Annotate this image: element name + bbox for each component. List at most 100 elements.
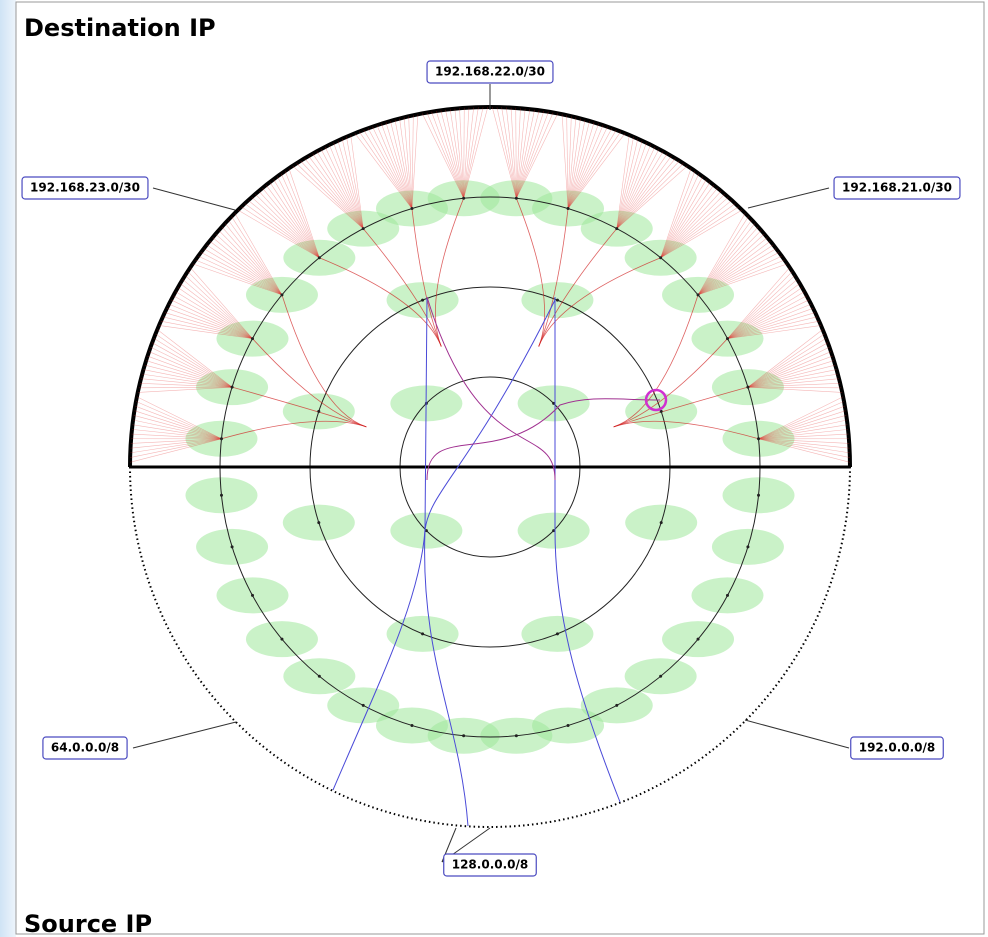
edge <box>727 320 820 339</box>
edge <box>727 267 790 339</box>
edge <box>747 346 830 388</box>
edge <box>288 168 320 258</box>
edge <box>616 134 630 229</box>
edge <box>561 114 569 209</box>
edge <box>747 378 840 388</box>
edge <box>350 134 364 229</box>
edge <box>660 190 722 258</box>
edge <box>727 279 798 339</box>
edge <box>247 200 320 258</box>
edge <box>747 351 832 388</box>
edge <box>747 386 842 389</box>
edge <box>491 106 517 199</box>
label-box <box>426 60 554 84</box>
node <box>757 437 761 441</box>
edge <box>168 303 253 339</box>
edge <box>516 111 549 199</box>
edge <box>516 108 526 199</box>
edge <box>510 107 517 199</box>
edge <box>136 396 222 440</box>
edge <box>616 140 643 229</box>
node <box>615 703 619 707</box>
edge <box>132 424 222 440</box>
edge <box>162 316 253 339</box>
highlight <box>644 388 668 412</box>
edge <box>218 230 283 296</box>
edge <box>292 165 364 229</box>
edge <box>144 364 233 388</box>
label-box <box>42 736 128 760</box>
edge <box>135 405 222 440</box>
label-box <box>443 853 537 877</box>
edge <box>616 160 680 229</box>
edge <box>215 233 283 296</box>
edge <box>697 263 788 296</box>
edge <box>209 240 283 296</box>
flow <box>426 296 556 481</box>
node <box>552 401 556 405</box>
edge <box>403 117 413 209</box>
edge <box>463 107 465 199</box>
edge <box>155 333 233 388</box>
edge <box>538 257 661 347</box>
edge <box>660 179 707 258</box>
node <box>659 409 663 413</box>
edge <box>354 133 413 209</box>
edge <box>697 237 768 296</box>
edge <box>262 187 320 258</box>
edge <box>440 110 464 199</box>
edge <box>146 360 233 388</box>
edge <box>538 228 618 347</box>
node <box>746 385 750 389</box>
edge <box>697 259 785 296</box>
node <box>696 637 700 641</box>
edge <box>516 109 531 199</box>
edge <box>516 109 535 199</box>
edge <box>727 312 816 339</box>
edge <box>727 303 812 339</box>
edge <box>616 165 688 229</box>
leader <box>747 187 830 209</box>
edge <box>131 433 222 440</box>
edge <box>567 131 622 209</box>
edge <box>660 203 736 259</box>
node <box>659 521 663 525</box>
node <box>317 674 321 678</box>
edge <box>613 294 699 428</box>
edge <box>616 142 647 229</box>
edge <box>758 419 847 440</box>
node <box>555 632 559 636</box>
edge <box>346 136 364 229</box>
node <box>317 409 321 413</box>
edge <box>697 226 759 296</box>
edge <box>515 198 545 347</box>
edge <box>320 148 364 229</box>
edge <box>296 163 364 229</box>
edge <box>496 107 517 199</box>
edge <box>142 373 233 388</box>
edge <box>515 107 517 199</box>
edge <box>567 122 595 209</box>
edge <box>727 325 822 339</box>
edge <box>697 248 777 296</box>
edge <box>160 320 253 339</box>
edge <box>463 107 470 199</box>
node <box>514 734 518 738</box>
edge <box>333 142 364 229</box>
edge <box>516 108 521 199</box>
node <box>250 337 254 341</box>
source-title: Source IP <box>24 910 152 937</box>
node <box>462 734 466 738</box>
edge <box>449 109 464 199</box>
edge <box>269 181 320 258</box>
edge <box>237 209 320 259</box>
node <box>757 493 761 497</box>
node <box>317 256 321 260</box>
edge <box>362 228 442 347</box>
edge <box>231 386 367 428</box>
edge <box>463 107 474 199</box>
edge <box>727 275 796 339</box>
edge <box>660 209 743 259</box>
edge <box>660 196 729 258</box>
edge <box>198 255 283 296</box>
